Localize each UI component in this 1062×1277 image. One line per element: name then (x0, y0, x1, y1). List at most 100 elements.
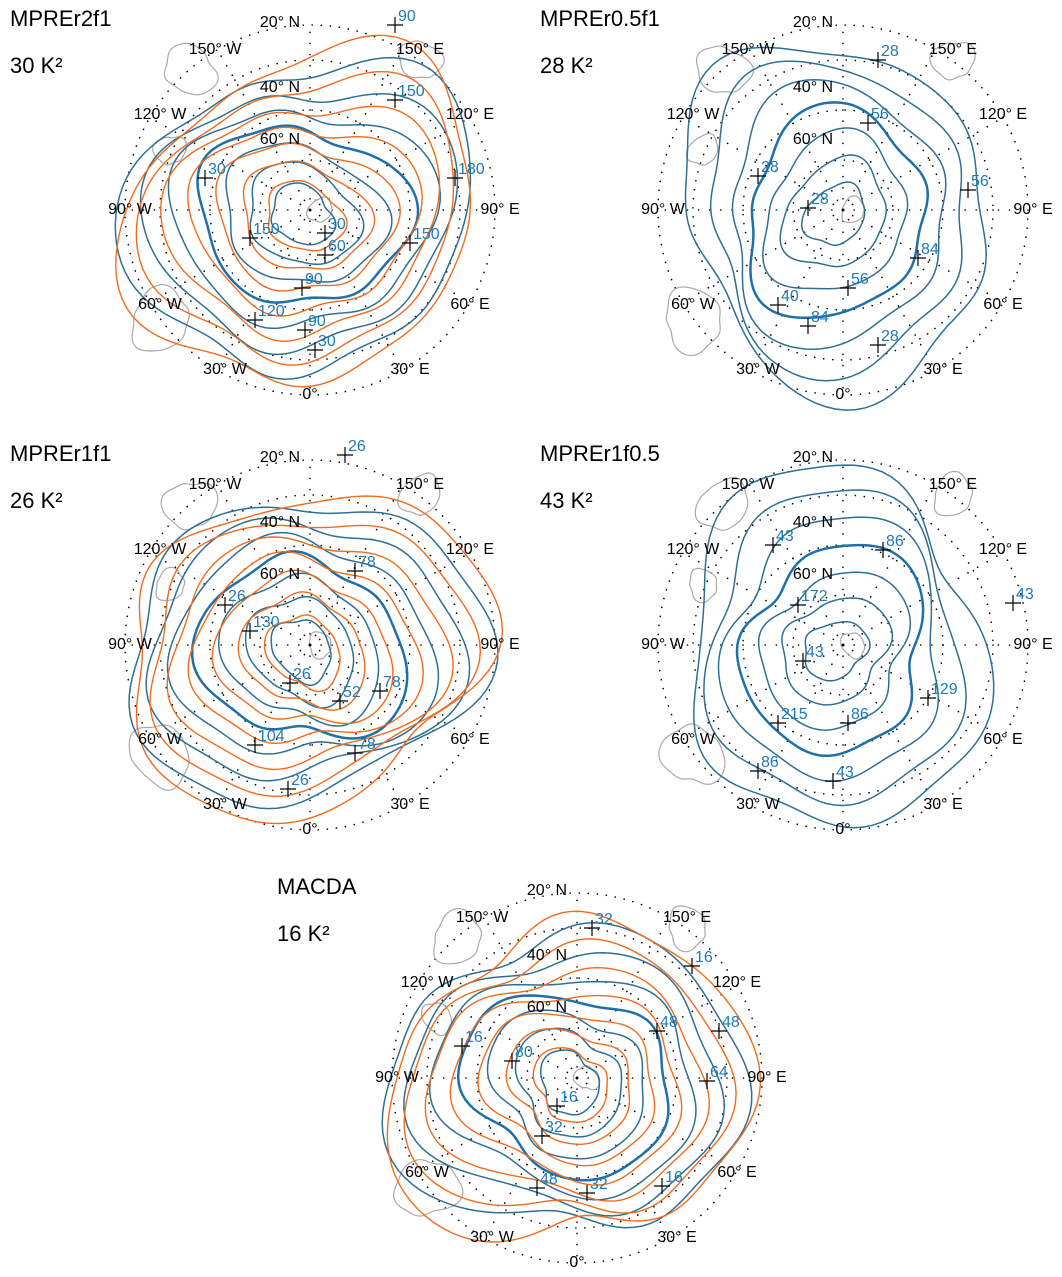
contour-label: 26 (291, 772, 309, 789)
variance-label: 30 K² (10, 53, 63, 78)
map-panel: MPREr2f130 K²150° W150° E120° W120° E90°… (10, 6, 520, 403)
topography-contour (841, 633, 865, 659)
contour-label: 56 (971, 173, 989, 190)
longitude-label: 150° E (929, 476, 977, 493)
latitude-label: 20° N (527, 882, 567, 899)
contour-label: 150 (413, 226, 440, 243)
contour-label: 86 (886, 533, 904, 550)
longitude-label: 120° W (134, 541, 188, 558)
contour-label: 180 (458, 161, 485, 178)
map-panel: MACDA16 K²150° W150° E120° W120° E90° W9… (277, 874, 787, 1271)
variance-label: 26 K² (10, 488, 63, 513)
contour-label: 78 (358, 736, 376, 753)
contour-label: 56 (871, 106, 889, 123)
longitude-label: 150° W (456, 909, 510, 926)
contour-label: 84 (921, 241, 939, 258)
panel-title: MPREr2f1 (10, 6, 111, 31)
contour (719, 517, 939, 781)
longitude-label: 0° (302, 821, 317, 838)
contour-label: 64 (710, 1064, 728, 1081)
panel-title: MPREr1f0.5 (540, 441, 660, 466)
pole (576, 1077, 579, 1080)
longitude-label: 120° E (979, 106, 1027, 123)
contour-label: 48 (540, 1171, 558, 1188)
longitude-label: 60° W (405, 1164, 450, 1181)
latitude-label: 20° N (260, 449, 300, 466)
contour (780, 155, 886, 267)
map-panel: MPREr1f126 K²150° W150° E120° W120° E90°… (10, 438, 520, 838)
contour-label: 86 (761, 754, 779, 771)
contour-label: 28 (881, 328, 899, 345)
contour (733, 80, 946, 350)
latitude-label: 40° N (527, 947, 567, 964)
longitude-label: 30° W (736, 361, 781, 378)
pole (309, 644, 312, 647)
longitude-label: 60° W (138, 296, 183, 313)
contour-label: 16 (560, 1089, 578, 1106)
contour-label: 48 (660, 1014, 678, 1031)
contour-label: 28 (881, 43, 899, 60)
figure: MPREr2f1 30 K² 150° W 150° E 120° W 120° E 90°… (0, 0, 1062, 1272)
contour-label: 78 (383, 674, 401, 691)
contour-label: 28 (761, 159, 779, 176)
longitude-label: 150° E (663, 909, 711, 926)
longitude-label: 60° E (450, 296, 489, 313)
latitude-label: 60° N (793, 131, 833, 148)
contour-label: 43 (776, 528, 794, 545)
longitude-label: 60° E (983, 296, 1022, 313)
contour-label: 32 (590, 1176, 608, 1193)
longitude-label: 60° W (671, 731, 716, 748)
longitude-label: 30° E (923, 361, 962, 378)
longitude-label: 90° E (1013, 636, 1052, 653)
map-panel: MPREr0.5f128 K²150° W150° E120° W120° E9… (540, 6, 1053, 410)
latitude-label: 40° N (260, 514, 300, 531)
contour-label: 16 (465, 1029, 483, 1046)
topography-contour (309, 632, 331, 659)
panel-title: MPREr1f1 (10, 441, 111, 466)
contour-label: 40 (781, 288, 799, 305)
contour-label: 16 (665, 1169, 683, 1186)
contour-label: 129 (931, 681, 958, 698)
contour (488, 1010, 644, 1159)
latitude-label: 20° N (793, 14, 833, 31)
contour-label: 90 (308, 313, 326, 330)
longitude-label: 0° (302, 386, 317, 403)
contour-label: 80 (515, 1044, 533, 1061)
latitude-label: 40° N (793, 79, 833, 96)
meridian (843, 645, 1003, 738)
contour-label: 32 (545, 1119, 563, 1136)
longitude-label: 60° E (450, 731, 489, 748)
longitude-label: 30° W (203, 361, 248, 378)
longitude-label: 0° (569, 1254, 584, 1271)
contour-label: 28 (811, 191, 829, 208)
longitude-label: 60° W (138, 731, 183, 748)
map: 150° W150° E120° W120° E90° W90° E60° W6… (108, 438, 520, 838)
meridian (751, 50, 844, 210)
latitude-label: 20° N (260, 14, 300, 31)
longitude-label: 90° W (108, 201, 153, 218)
longitude-label: 60° E (983, 731, 1022, 748)
contour-label: 104 (258, 728, 285, 745)
contour-label: 130 (253, 614, 280, 631)
latitude-label: 60° N (527, 999, 567, 1016)
latitude-label: 60° N (260, 566, 300, 583)
longitude-label: 90° E (1013, 201, 1052, 218)
longitude-label: 30° E (657, 1229, 696, 1246)
longitude-label: 120° E (979, 541, 1027, 558)
longitude-label: 150° W (189, 476, 243, 493)
latitude-label: 60° N (793, 566, 833, 583)
longitude-label: 30° E (923, 796, 962, 813)
longitude-label: 90° W (108, 636, 153, 653)
contour (425, 968, 709, 1201)
contour-label: 90 (305, 271, 323, 288)
contour-label: 48 (722, 1014, 740, 1031)
longitude-label: 30° E (390, 361, 429, 378)
longitude-label: 30° W (203, 796, 248, 813)
contour-label: 90 (398, 8, 416, 25)
contour-label: 26 (228, 588, 246, 605)
contour-label: 172 (801, 588, 828, 605)
longitude-label: 120° W (667, 541, 721, 558)
pole (842, 209, 845, 212)
longitude-label: 120° E (446, 541, 494, 558)
contour-label: 86 (851, 706, 869, 723)
